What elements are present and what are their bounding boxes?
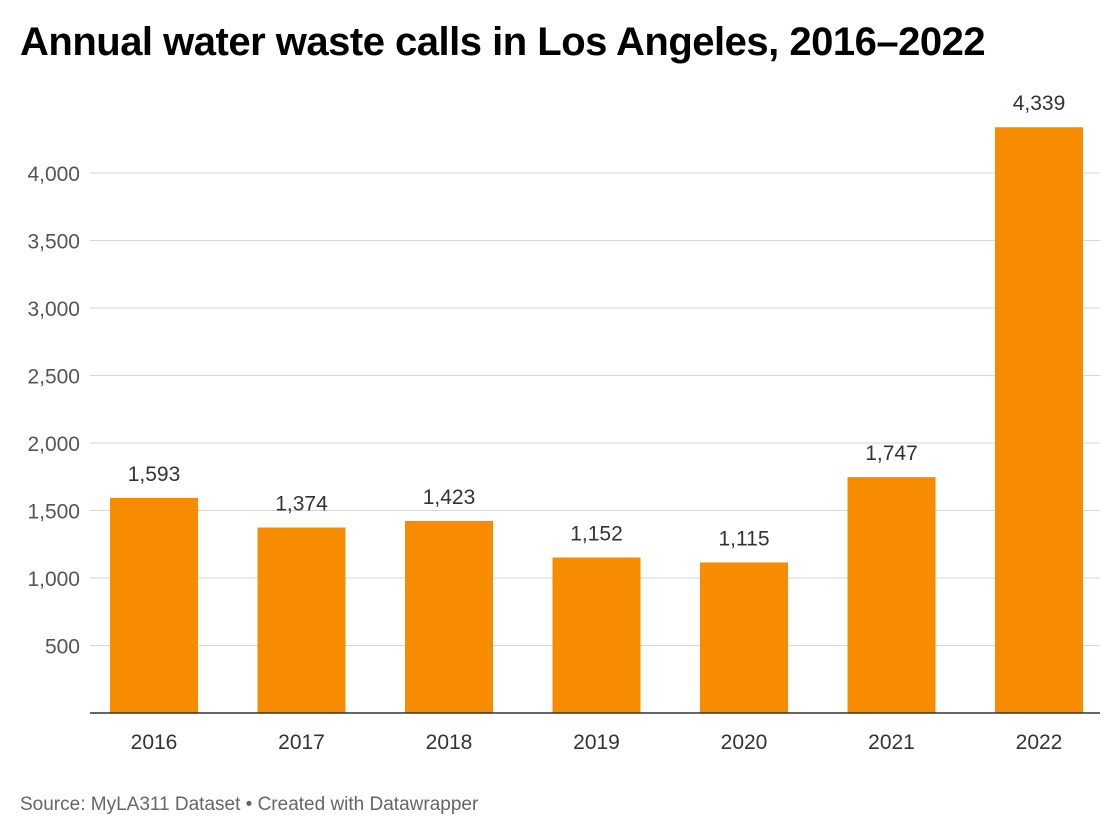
bar-2019 xyxy=(552,557,641,713)
y-tick-label: 2,000 xyxy=(27,433,80,456)
chart-title: Annual water waste calls in Los Angeles,… xyxy=(20,20,986,64)
data-label: 1,374 xyxy=(275,493,328,516)
y-tick-label: 3,500 xyxy=(27,231,80,254)
data-label: 1,152 xyxy=(570,522,623,545)
bar-2021 xyxy=(847,477,936,713)
x-tick-label: 2016 xyxy=(131,731,178,754)
y-tick-label: 500 xyxy=(45,636,80,659)
data-label: 1,115 xyxy=(719,527,770,550)
y-tick-label: 3,000 xyxy=(27,298,80,321)
data-label: 4,339 xyxy=(1013,92,1066,115)
bar-2017 xyxy=(257,527,346,713)
bar-2018 xyxy=(405,520,493,713)
source-note: Source: MyLA311 Dataset • Created with D… xyxy=(20,794,479,815)
data-label: 1,747 xyxy=(865,442,918,465)
x-tick-label: 2017 xyxy=(278,731,325,754)
x-tick-label: 2020 xyxy=(721,731,768,754)
y-tick-label: 1,500 xyxy=(27,501,80,524)
bar-2022 xyxy=(995,127,1083,714)
x-tick-label: 2019 xyxy=(573,731,620,754)
y-tick-label: 1,000 xyxy=(27,568,80,591)
x-tick-label: 2018 xyxy=(426,731,473,754)
y-tick-label: 4,000 xyxy=(27,163,80,186)
x-tick-label: 2022 xyxy=(1016,731,1063,754)
y-tick-label: 2,500 xyxy=(27,366,80,389)
data-label: 1,423 xyxy=(423,486,476,509)
bar-2016 xyxy=(110,497,198,713)
data-label: 1,593 xyxy=(128,463,181,486)
bar-2020 xyxy=(700,562,788,713)
x-tick-label: 2021 xyxy=(868,731,915,754)
